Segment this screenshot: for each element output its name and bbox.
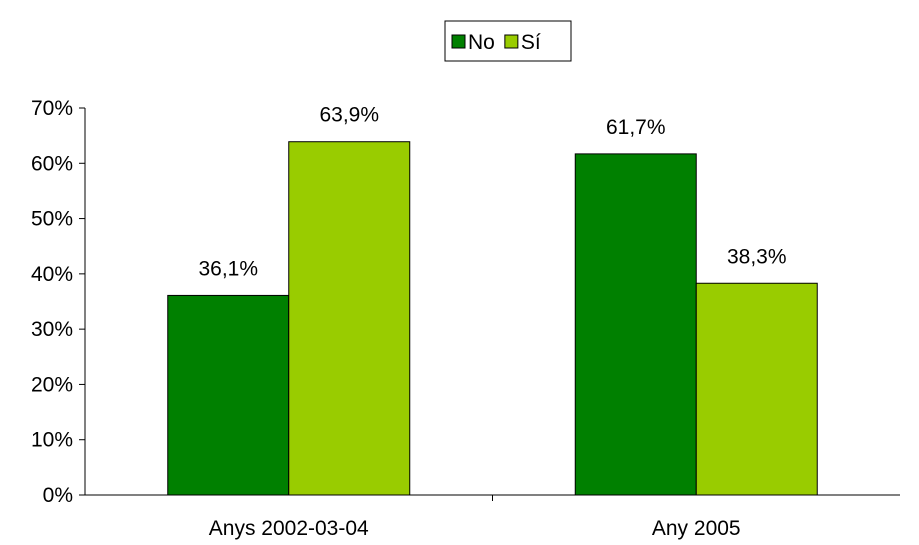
y-tick-label: 10%: [31, 429, 73, 452]
y-tick-label: 60%: [31, 152, 73, 175]
bar-no: [574, 153, 697, 496]
x-category-label: Anys 2002-03-04: [209, 517, 369, 540]
legend-swatch-no: [451, 34, 466, 49]
y-tick-label: 30%: [31, 318, 73, 341]
y-tick-label: 70%: [31, 97, 73, 120]
bar-no: [167, 294, 290, 496]
y-tick-label: 40%: [31, 263, 73, 286]
x-category-label: Any 2005: [652, 517, 741, 540]
legend: No Sí: [444, 20, 572, 62]
data-labels: 36,1% 63,9% 61,7% 38,3%: [198, 104, 786, 281]
legend-label-si: Sí: [521, 31, 541, 54]
bar-si: [695, 282, 818, 496]
y-tick-label: 50%: [31, 208, 73, 231]
data-label: 63,9%: [319, 104, 379, 127]
legend-label-no: No: [468, 31, 495, 54]
data-label: 61,7%: [606, 116, 666, 139]
bars: [167, 141, 818, 496]
data-label: 36,1%: [198, 257, 258, 280]
y-tick-label: 0%: [43, 484, 73, 507]
axes: 0% 10% 20% 30% 40% 50% 60% 70% Anys 2002-03-04 An…: [31, 97, 900, 540]
bar-si: [288, 141, 411, 496]
data-label: 38,3%: [727, 245, 787, 268]
y-tick-label: 20%: [31, 373, 73, 396]
legend-swatch-si: [504, 34, 519, 49]
